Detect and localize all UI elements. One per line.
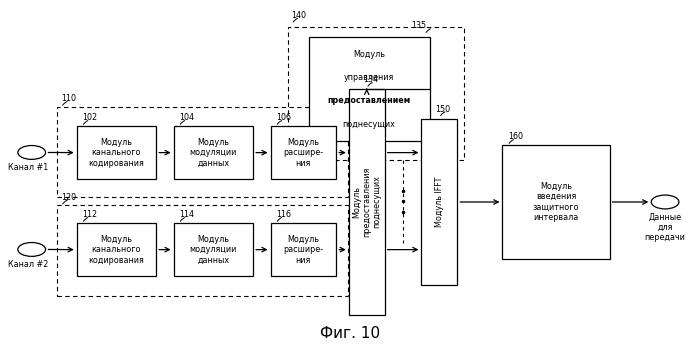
Text: 135: 135	[411, 21, 426, 31]
Text: управления: управления	[344, 73, 394, 82]
Bar	[57, 107, 348, 197]
Text: 140: 140	[291, 11, 306, 20]
Bar	[173, 223, 253, 276]
Text: 120: 120	[61, 193, 76, 202]
Text: Фиг. 10: Фиг. 10	[320, 326, 380, 341]
Text: Модуль
канального
кодирования: Модуль канального кодирования	[89, 235, 145, 264]
Bar	[503, 145, 610, 259]
Text: поднесущих: поднесущих	[343, 120, 396, 128]
Text: 106: 106	[276, 113, 291, 122]
Text: Данные
для
передачи: Данные для передачи	[644, 212, 686, 242]
Bar	[57, 206, 348, 296]
Text: Модуль
введения
защитного
интервала: Модуль введения защитного интервала	[533, 182, 579, 222]
Text: 134: 134	[363, 75, 377, 84]
Text: Модуль
модуляции
данных: Модуль модуляции данных	[189, 235, 237, 264]
Bar	[77, 223, 157, 276]
Text: Модуль: Модуль	[353, 50, 385, 59]
Text: 104: 104	[179, 113, 194, 122]
Text: Модуль
модуляции
данных: Модуль модуляции данных	[189, 138, 237, 168]
Circle shape	[18, 243, 45, 256]
Circle shape	[651, 195, 679, 209]
Text: 114: 114	[179, 210, 194, 219]
Text: 102: 102	[82, 113, 97, 122]
Text: Модуль
расшире-
ния: Модуль расшире- ния	[283, 235, 324, 264]
Text: 110: 110	[61, 94, 75, 103]
Text: 116: 116	[276, 210, 291, 219]
Text: Модуль
канального
кодирования: Модуль канального кодирования	[89, 138, 145, 168]
Circle shape	[18, 145, 45, 159]
Text: Канал #2: Канал #2	[8, 260, 48, 269]
Text: Модуль
предоставления
поднесущих: Модуль предоставления поднесущих	[352, 167, 382, 237]
Text: Модуль IFFT: Модуль IFFT	[435, 177, 444, 227]
Bar	[349, 89, 384, 315]
Bar	[271, 223, 336, 276]
Text: 112: 112	[82, 210, 97, 219]
Text: Канал #1: Канал #1	[8, 163, 48, 172]
Bar	[271, 126, 336, 180]
Bar	[308, 37, 430, 142]
Text: предоставлением: предоставлением	[328, 96, 411, 106]
Bar	[288, 27, 464, 161]
Text: 150: 150	[435, 105, 450, 114]
Text: 160: 160	[508, 132, 523, 142]
Bar	[421, 119, 457, 285]
Bar	[77, 126, 157, 180]
Bar	[173, 126, 253, 180]
Text: Модуль
расшире-
ния: Модуль расшире- ния	[283, 138, 324, 168]
